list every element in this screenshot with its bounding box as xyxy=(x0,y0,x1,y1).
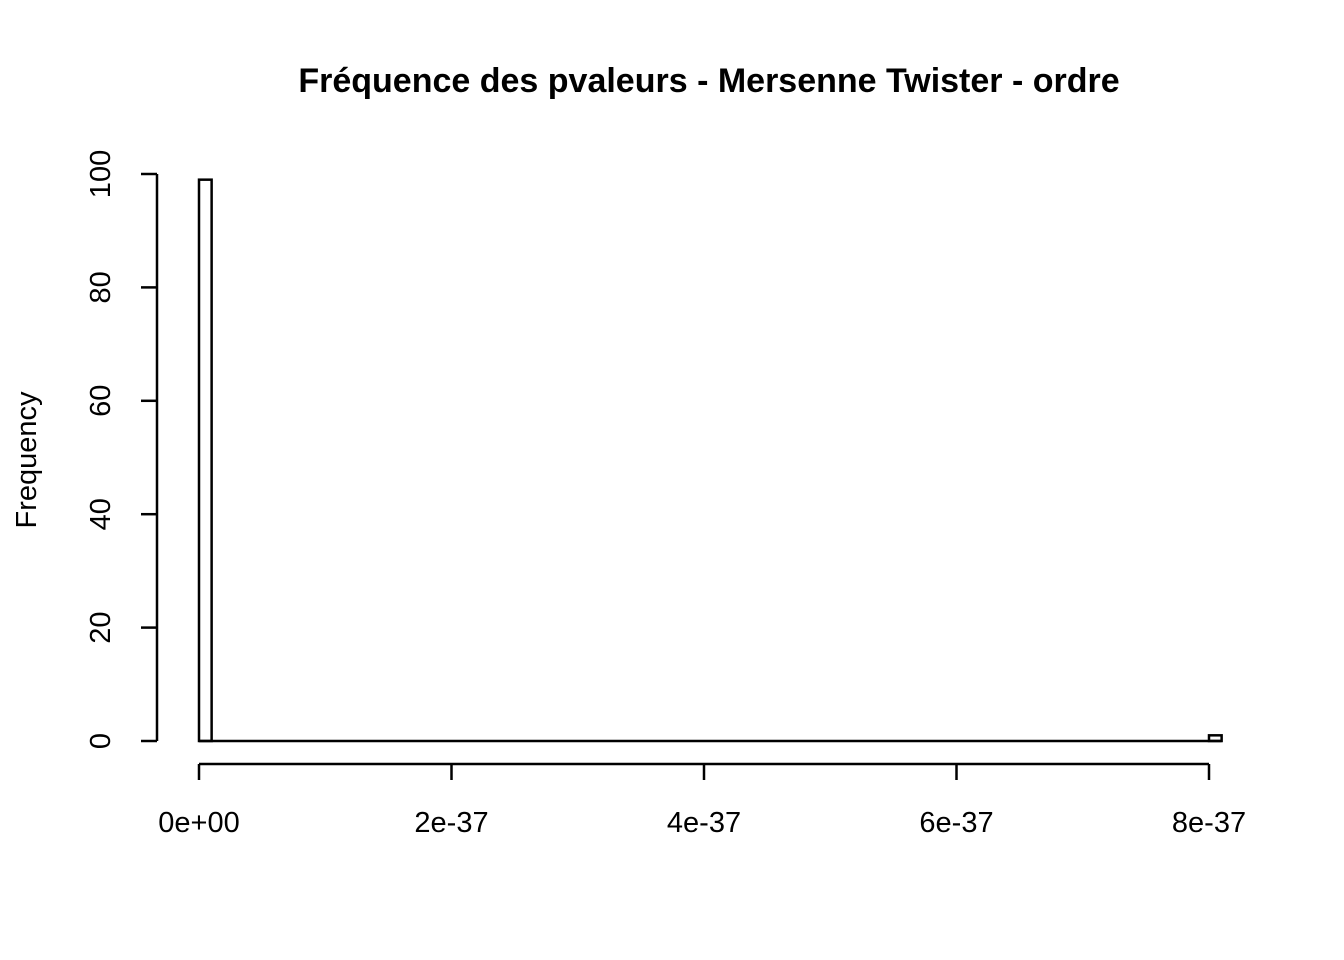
x-tick-label: 6e-37 xyxy=(919,807,993,839)
y-tick-label: 40 xyxy=(85,498,117,530)
y-axis-label: Frequency xyxy=(11,391,43,529)
histogram-bar xyxy=(197,178,213,743)
y-axis: 0 20 40 60 80 100 xyxy=(85,150,159,749)
y-tick-label: 100 xyxy=(85,150,117,198)
histogram-bars xyxy=(197,178,1223,743)
x-tick-label: 8e-37 xyxy=(1172,807,1246,839)
x-tick-label: 2e-37 xyxy=(414,807,488,839)
x-tick-label: 4e-37 xyxy=(667,807,741,839)
y-tick-label: 0 xyxy=(85,733,117,749)
x-tick-label: 0e+00 xyxy=(158,807,239,839)
chart-title: Fréquence des pvaleurs - Mersenne Twiste… xyxy=(298,62,1119,100)
x-axis: 0e+00 2e-37 4e-37 6e-37 8e-37 xyxy=(158,762,1246,839)
y-tick-label: 60 xyxy=(85,385,117,417)
y-tick-label: 80 xyxy=(85,271,117,303)
y-tick-label: 20 xyxy=(85,611,117,643)
